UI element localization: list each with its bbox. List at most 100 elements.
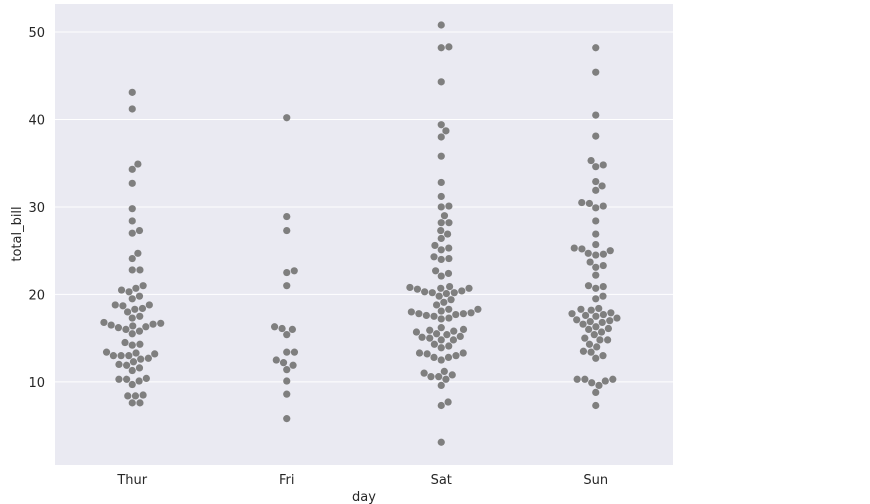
- data-point: [446, 282, 454, 291]
- data-point: [437, 178, 445, 187]
- data-point: [283, 114, 291, 122]
- y-axis-label: total_bill: [10, 206, 25, 261]
- plot-area-background: [55, 4, 673, 465]
- data-point: [135, 292, 144, 300]
- data-point: [445, 244, 453, 252]
- data-point: [132, 349, 140, 357]
- data-point: [415, 310, 423, 318]
- data-point: [437, 246, 445, 254]
- data-point: [145, 301, 153, 309]
- data-point: [592, 312, 600, 320]
- data-point: [128, 314, 136, 322]
- data-point: [283, 348, 291, 356]
- data-point: [437, 344, 445, 352]
- data-point: [134, 160, 142, 168]
- data-point: [592, 251, 600, 259]
- data-point: [445, 342, 453, 350]
- data-point: [586, 258, 594, 266]
- data-point: [442, 375, 450, 383]
- data-point: [437, 44, 445, 52]
- data-point: [136, 312, 144, 320]
- data-point: [430, 253, 438, 261]
- data-point: [585, 199, 594, 208]
- data-point: [459, 310, 468, 318]
- data-point: [407, 308, 415, 316]
- data-point: [440, 298, 448, 306]
- data-point: [597, 328, 606, 336]
- data-point: [458, 287, 466, 295]
- data-point: [595, 304, 603, 313]
- data-point: [598, 182, 606, 190]
- data-point: [599, 282, 607, 291]
- data-point: [437, 203, 445, 211]
- data-point: [121, 338, 129, 347]
- data-point: [599, 202, 607, 210]
- data-point: [584, 282, 593, 290]
- data-point: [135, 226, 144, 235]
- data-point: [135, 364, 144, 372]
- data-point: [440, 367, 448, 376]
- data-point: [136, 340, 144, 348]
- data-point: [128, 254, 136, 263]
- data-point: [606, 317, 614, 325]
- data-point: [129, 358, 138, 366]
- data-point: [109, 352, 118, 360]
- data-point: [604, 336, 612, 344]
- data-point: [283, 377, 291, 385]
- data-point: [459, 349, 467, 357]
- data-point: [578, 245, 586, 253]
- data-point: [117, 352, 125, 360]
- data-point: [592, 111, 600, 119]
- data-point: [128, 295, 136, 303]
- data-point: [444, 398, 452, 406]
- data-point: [107, 321, 115, 329]
- data-point: [474, 305, 482, 313]
- data-point: [452, 310, 460, 319]
- data-point: [430, 312, 438, 320]
- data-point: [592, 163, 600, 171]
- data-point: [139, 391, 147, 399]
- data-point: [599, 261, 607, 270]
- data-point: [278, 324, 286, 333]
- data-point: [437, 324, 445, 332]
- data-point: [579, 320, 587, 328]
- data-point: [613, 314, 621, 322]
- data-point: [437, 381, 445, 389]
- data-point: [128, 229, 136, 237]
- data-point: [592, 240, 600, 249]
- data-point: [430, 340, 438, 348]
- data-point: [123, 308, 132, 316]
- data-point: [573, 375, 581, 383]
- data-point: [283, 415, 291, 423]
- data-point: [435, 292, 443, 300]
- data-point: [592, 177, 600, 186]
- y-tick-label: 40: [28, 113, 45, 128]
- data-point: [442, 289, 450, 298]
- data-point: [587, 306, 595, 314]
- data-point: [119, 302, 127, 310]
- data-point: [435, 373, 443, 381]
- y-tick-label: 20: [28, 288, 45, 303]
- data-point: [415, 349, 424, 357]
- data-point: [128, 105, 136, 113]
- x-tick-label: Sat: [431, 473, 452, 488]
- data-point: [136, 266, 144, 274]
- data-point: [283, 212, 291, 221]
- data-point: [465, 284, 473, 292]
- data-point: [450, 289, 458, 297]
- data-point: [586, 317, 594, 326]
- data-point: [437, 133, 445, 141]
- data-point: [445, 254, 453, 263]
- data-point: [151, 350, 159, 358]
- data-point: [290, 267, 298, 275]
- x-tick-labels: Thur Fri Sat Sun: [116, 473, 608, 488]
- data-point: [437, 336, 445, 344]
- data-point: [592, 295, 600, 303]
- data-point: [128, 179, 136, 187]
- data-point: [125, 288, 133, 296]
- data-point: [144, 354, 152, 362]
- data-point: [437, 219, 445, 227]
- y-tick-labels: 10 20 30 40 50: [28, 26, 45, 391]
- data-point: [592, 401, 600, 410]
